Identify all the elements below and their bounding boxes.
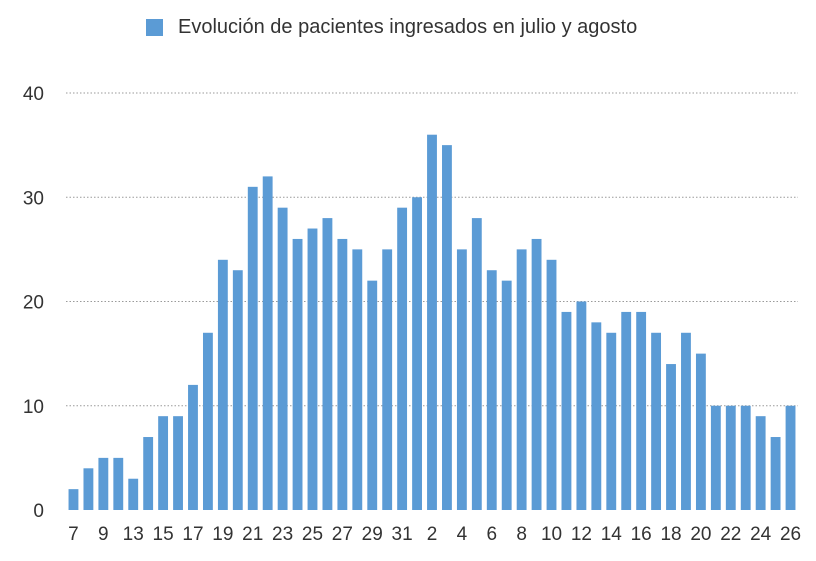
x-tick-label: 2	[427, 524, 438, 545]
bar	[337, 238, 348, 510]
bar	[113, 457, 124, 510]
bar	[576, 301, 587, 510]
bar	[755, 416, 766, 510]
x-tick-label: 8	[516, 524, 527, 545]
bar	[442, 145, 452, 510]
bar	[591, 322, 602, 510]
bar	[531, 238, 542, 510]
bar	[651, 332, 662, 510]
y-tick-label: 0	[33, 501, 44, 522]
bar	[277, 207, 288, 511]
bar	[173, 416, 183, 510]
y-tick-label: 40	[23, 84, 44, 105]
x-tick-label: 15	[153, 524, 174, 545]
x-tick-label: 24	[750, 524, 772, 545]
x-tick-label: 10	[541, 524, 562, 545]
x-tick-label: 20	[690, 524, 711, 545]
x-tick-label: 9	[98, 524, 109, 545]
bar	[188, 384, 198, 510]
bar	[636, 311, 647, 510]
x-tick-label: 18	[660, 524, 681, 545]
bar	[770, 437, 781, 510]
x-tick-label: 21	[242, 524, 263, 545]
y-tick-label: 20	[23, 293, 44, 314]
x-tick-label: 22	[720, 524, 741, 545]
y-tick-label: 10	[23, 397, 44, 418]
bar	[292, 238, 303, 510]
bar	[247, 186, 258, 510]
bar	[486, 270, 497, 510]
x-tick-label: 25	[302, 524, 323, 545]
legend-label: Evolución de pacientes ingresados en jul…	[178, 15, 638, 38]
bar	[397, 207, 408, 511]
bar	[681, 332, 691, 510]
x-tick-label: 16	[631, 524, 652, 545]
x-tick-label: 6	[486, 524, 497, 545]
bar	[352, 249, 363, 510]
bar	[516, 249, 527, 510]
bar	[202, 332, 213, 510]
bar	[68, 489, 79, 510]
bar	[98, 457, 109, 510]
x-tick-label: 13	[123, 524, 144, 545]
bar	[471, 218, 482, 510]
bar	[427, 134, 437, 510]
bar	[740, 405, 751, 510]
bar	[725, 405, 736, 510]
x-tick-label: 12	[571, 524, 592, 545]
x-tick-label: 27	[332, 524, 353, 545]
bar	[367, 280, 378, 510]
x-tick-label: 23	[272, 524, 293, 545]
bar	[621, 311, 632, 510]
x-tick-label: 4	[457, 524, 468, 545]
bar	[262, 176, 273, 510]
legend-swatch	[146, 18, 163, 36]
x-tick-label: 7	[68, 524, 79, 545]
y-tick-label: 30	[23, 188, 44, 209]
bar	[456, 249, 467, 510]
bar	[546, 259, 557, 510]
chart-legend: Evolución de pacientes ingresados en jul…	[146, 14, 637, 40]
x-tick-label: 31	[392, 524, 413, 545]
bar	[83, 468, 94, 510]
x-tick-label: 19	[212, 524, 233, 545]
bar	[217, 259, 228, 510]
bar	[307, 228, 318, 510]
bar	[128, 478, 139, 510]
bar	[695, 353, 706, 510]
x-tick-label: 17	[182, 524, 203, 545]
bar	[232, 270, 243, 510]
bar	[666, 364, 676, 510]
bar	[143, 437, 154, 510]
bar	[382, 249, 393, 510]
bar	[501, 280, 512, 510]
bar	[322, 218, 333, 510]
bar	[710, 405, 721, 510]
x-tick-label: 26	[780, 524, 801, 545]
bar	[561, 311, 572, 510]
bar	[158, 416, 169, 510]
x-tick-label: 14	[601, 524, 623, 545]
x-tick-label: 29	[362, 524, 383, 545]
bar	[606, 332, 617, 510]
bar	[785, 405, 796, 510]
bar	[412, 197, 422, 510]
